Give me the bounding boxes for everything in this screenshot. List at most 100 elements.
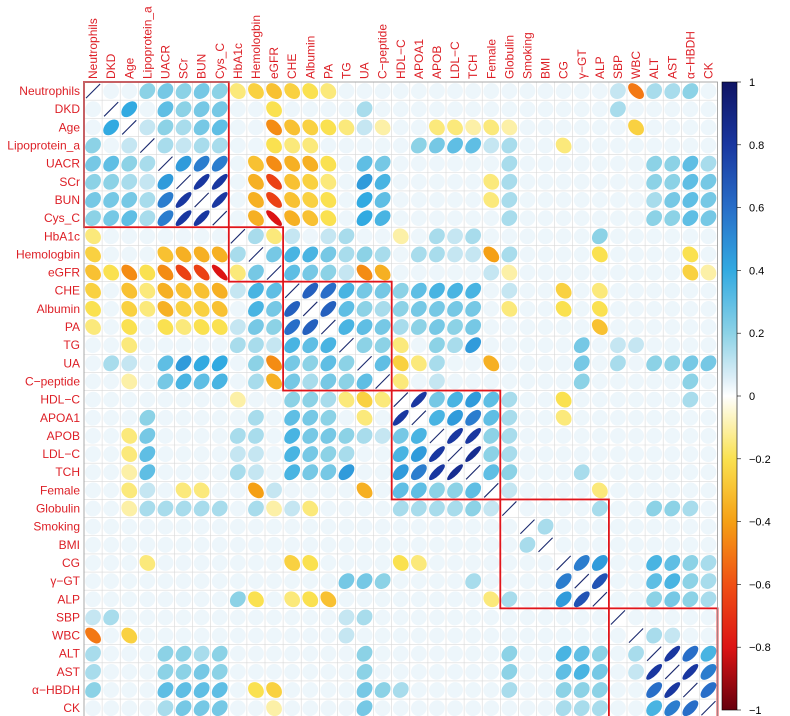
corr-ellipse-29-1 bbox=[85, 591, 101, 608]
corr-ellipse-30-12 bbox=[284, 609, 301, 626]
corr-ellipse-18-30 bbox=[610, 391, 626, 408]
corr-ellipse-25-30 bbox=[610, 518, 626, 535]
corr-ellipse-21-5 bbox=[157, 446, 174, 462]
corr-ellipse-2-4 bbox=[139, 101, 156, 118]
corr-ellipse-19-7 bbox=[193, 409, 210, 426]
corr-ellipse-22-10 bbox=[248, 464, 264, 481]
corr-ellipse-26-35 bbox=[700, 536, 717, 553]
corr-ellipse-18-33 bbox=[664, 391, 681, 408]
corr-ellipse-28-3 bbox=[121, 573, 138, 590]
corr-ellipse-2-8 bbox=[211, 101, 228, 118]
corr-ellipse-19-12 bbox=[284, 409, 301, 426]
corr-ellipse-11-34 bbox=[682, 264, 699, 281]
corr-ellipse-32-7 bbox=[193, 645, 210, 662]
corr-ellipse-30-10 bbox=[248, 609, 264, 626]
corr-ellipse-7-20 bbox=[429, 192, 445, 208]
row-label-33: AST bbox=[57, 665, 81, 679]
corr-ellipse-6-13 bbox=[302, 173, 319, 190]
corr-ellipse-23-2 bbox=[103, 482, 120, 499]
column-label-24: Globulin bbox=[502, 35, 516, 79]
corr-ellipse-35-4 bbox=[139, 700, 156, 716]
corr-ellipse-26-28 bbox=[573, 536, 590, 553]
corr-ellipse-7-12 bbox=[284, 192, 301, 208]
corr-ellipse-5-28 bbox=[573, 155, 590, 172]
column-label-11: eGFR bbox=[267, 47, 281, 79]
corr-ellipse-35-28 bbox=[573, 700, 590, 716]
corr-ellipse-32-16 bbox=[356, 645, 373, 662]
corr-ellipse-22-19 bbox=[410, 464, 427, 481]
corr-ellipse-7-3 bbox=[121, 192, 138, 208]
corr-ellipse-10-22 bbox=[465, 246, 482, 263]
corr-ellipse-27-6 bbox=[175, 555, 192, 571]
corr-ellipse-22-5 bbox=[157, 464, 174, 481]
corr-ellipse-5-10 bbox=[248, 155, 264, 172]
corr-ellipse-18-3 bbox=[121, 391, 138, 408]
corr-ellipse-35-12 bbox=[284, 700, 301, 716]
corr-ellipse-19-31 bbox=[628, 409, 644, 426]
corr-ellipse-31-21 bbox=[447, 627, 463, 644]
corr-ellipse-27-31 bbox=[628, 555, 644, 571]
diagonal-mark-29 bbox=[592, 591, 608, 607]
corr-ellipse-26-19 bbox=[410, 536, 427, 553]
corr-ellipse-1-32 bbox=[646, 83, 663, 99]
corr-ellipse-29-22 bbox=[465, 591, 482, 608]
corr-ellipse-35-8 bbox=[211, 700, 228, 716]
corr-ellipse-7-18 bbox=[392, 192, 409, 208]
corr-ellipse-16-14 bbox=[320, 355, 337, 372]
corr-ellipse-8-3 bbox=[121, 210, 138, 227]
corr-ellipse-29-9 bbox=[229, 591, 246, 608]
corr-ellipse-31-22 bbox=[465, 627, 482, 644]
corr-ellipse-20-16 bbox=[356, 428, 373, 444]
corr-ellipse-30-34 bbox=[682, 609, 699, 626]
corr-ellipse-15-7 bbox=[193, 337, 210, 354]
corr-ellipse-35-14 bbox=[320, 700, 337, 716]
corr-ellipse-35-30 bbox=[610, 700, 626, 716]
corr-ellipse-19-17 bbox=[374, 409, 391, 426]
corr-ellipse-33-31 bbox=[628, 663, 644, 680]
corr-ellipse-4-17 bbox=[374, 137, 391, 154]
corr-ellipse-25-14 bbox=[320, 518, 337, 535]
corr-ellipse-28-7 bbox=[193, 573, 210, 590]
corr-ellipse-30-35 bbox=[700, 609, 717, 626]
corr-ellipse-25-2 bbox=[103, 518, 120, 535]
corr-ellipse-26-6 bbox=[175, 536, 192, 553]
column-label-8: Cys_C bbox=[213, 43, 227, 79]
corr-ellipse-19-30 bbox=[610, 409, 626, 426]
corr-ellipse-8-10 bbox=[248, 210, 264, 227]
corr-ellipse-13-6 bbox=[175, 300, 192, 317]
corr-ellipse-32-5 bbox=[157, 645, 174, 662]
corr-ellipse-32-12 bbox=[284, 645, 301, 662]
corr-ellipse-6-7 bbox=[193, 173, 210, 190]
diagonal-mark-21 bbox=[447, 446, 463, 462]
corr-ellipse-13-11 bbox=[266, 300, 282, 317]
corr-ellipse-5-7 bbox=[193, 155, 210, 172]
column-label-14: PA bbox=[321, 64, 335, 79]
column-label-21: LDL−C bbox=[448, 41, 462, 79]
corr-ellipse-10-16 bbox=[356, 246, 373, 263]
row-label-8: Cys_C bbox=[44, 211, 80, 225]
corr-ellipse-24-2 bbox=[103, 500, 120, 517]
corr-ellipse-27-32 bbox=[646, 555, 663, 571]
corr-ellipse-5-24 bbox=[501, 155, 518, 172]
corr-ellipse-30-28 bbox=[573, 609, 590, 626]
corr-ellipse-11-4 bbox=[139, 264, 156, 281]
corr-ellipse-10-18 bbox=[392, 246, 409, 263]
corr-ellipse-31-34 bbox=[682, 627, 699, 644]
corr-ellipse-17-34 bbox=[682, 373, 699, 390]
corr-ellipse-21-26 bbox=[537, 446, 554, 462]
corr-ellipse-8-5 bbox=[157, 210, 174, 227]
corr-ellipse-3-13 bbox=[302, 119, 319, 136]
corr-ellipse-8-31 bbox=[628, 210, 644, 227]
corr-ellipse-21-14 bbox=[320, 446, 337, 462]
corr-ellipse-1-20 bbox=[429, 83, 445, 99]
corr-ellipse-8-15 bbox=[338, 210, 355, 227]
corr-ellipse-17-5 bbox=[157, 373, 174, 390]
corr-ellipse-32-22 bbox=[465, 645, 482, 662]
corr-ellipse-10-32 bbox=[646, 246, 663, 263]
corr-ellipse-30-29 bbox=[591, 609, 608, 626]
corr-ellipse-22-32 bbox=[646, 464, 663, 481]
corr-ellipse-2-31 bbox=[628, 101, 644, 118]
corr-ellipse-21-22 bbox=[465, 446, 482, 462]
column-label-34: α−HBDH bbox=[683, 31, 697, 79]
corr-ellipse-10-17 bbox=[374, 246, 391, 263]
